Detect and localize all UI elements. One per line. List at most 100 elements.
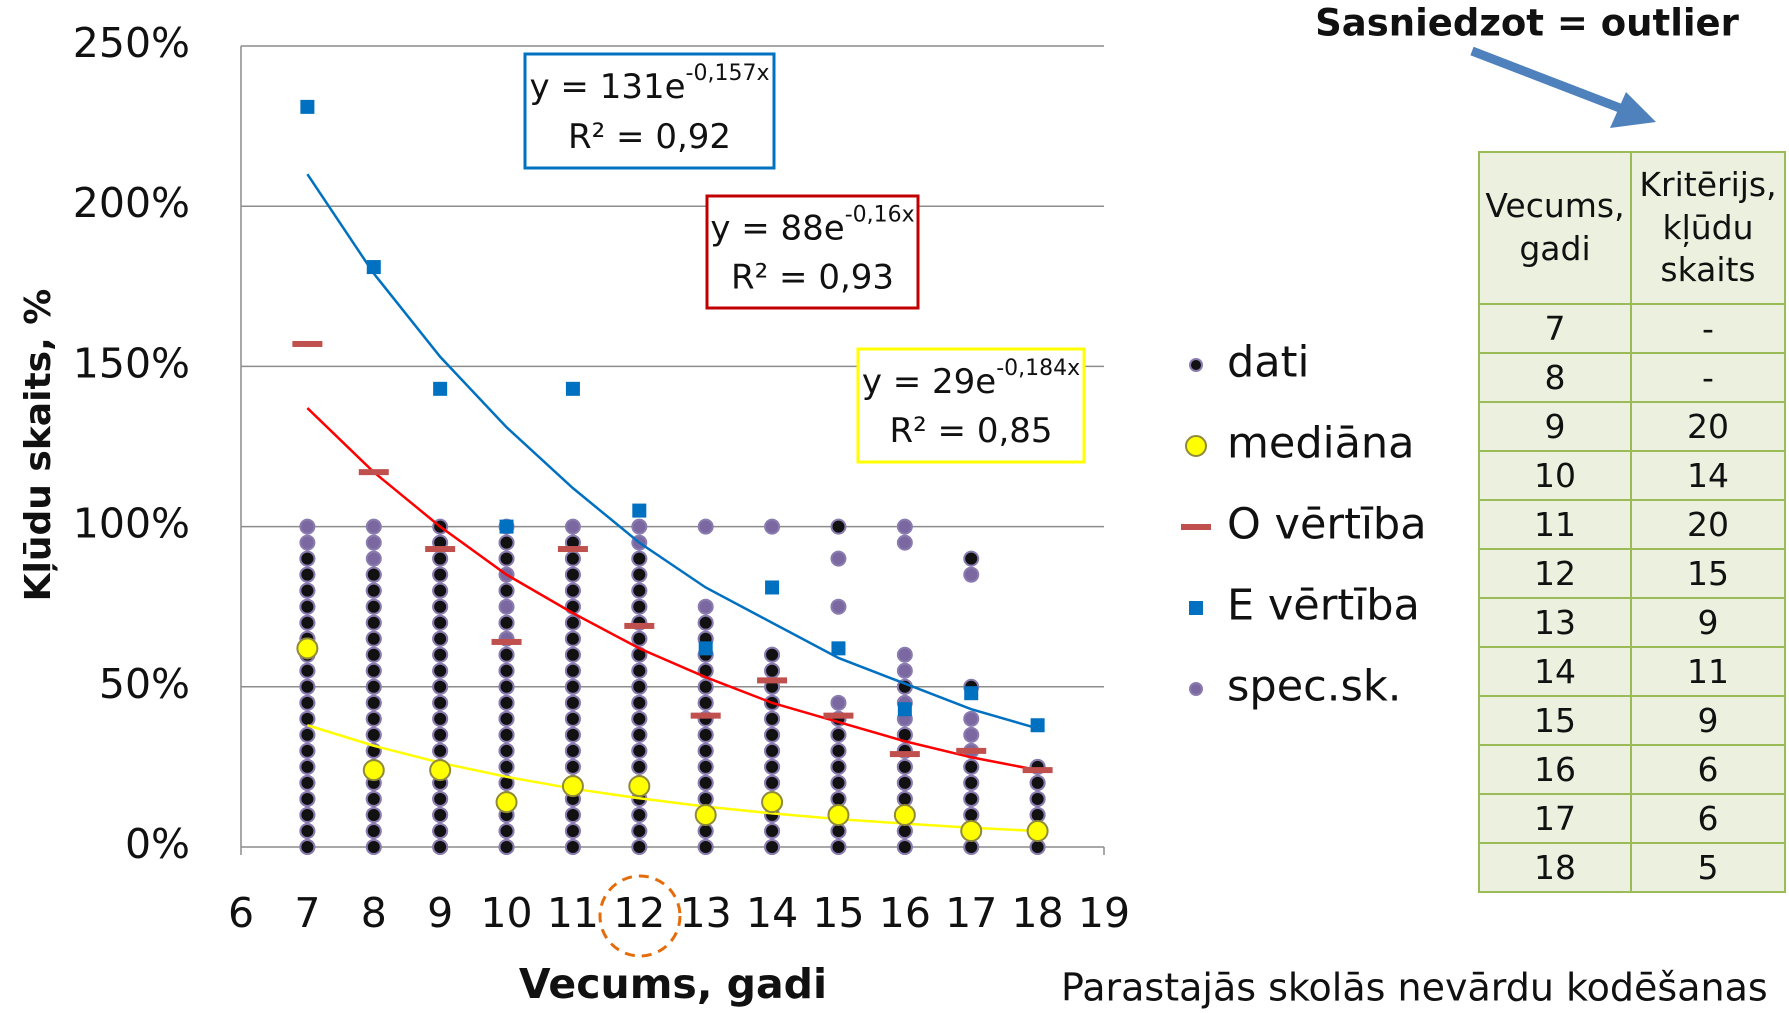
point — [557, 546, 588, 553]
x-tick-label: 13 — [680, 889, 732, 937]
point — [299, 550, 316, 567]
legend-label: O vērtība — [1227, 500, 1427, 550]
point — [495, 791, 518, 814]
point — [429, 759, 452, 782]
point — [432, 646, 449, 663]
point — [564, 822, 581, 839]
y-tick-label: 200% — [73, 179, 190, 227]
x-tick-label: 7 — [294, 889, 320, 937]
point — [764, 646, 781, 663]
highlight-circle — [598, 874, 682, 958]
point — [365, 646, 382, 663]
point — [896, 646, 913, 663]
point — [299, 534, 316, 551]
x-tick-label: 18 — [1012, 889, 1064, 937]
point — [631, 630, 648, 647]
point — [631, 518, 648, 535]
point — [498, 726, 515, 743]
trendline — [307, 724, 1038, 833]
point — [963, 726, 980, 743]
row: 7- — [1478, 303, 1786, 354]
equation-box — [523, 52, 776, 170]
row: 12 15 — [1478, 548, 1786, 599]
point — [956, 747, 987, 754]
point — [632, 503, 647, 518]
row: 13 9 — [1478, 597, 1786, 648]
row: 18 5 — [1478, 842, 1786, 893]
point — [432, 678, 449, 695]
arrow — [1470, 46, 1627, 115]
header-row: Vecums, gadi Kritērijs, kļūdu skaits — [1478, 151, 1786, 305]
point — [764, 839, 781, 855]
point — [498, 694, 515, 711]
point — [698, 641, 713, 656]
point — [299, 694, 316, 711]
point — [1022, 767, 1053, 774]
point — [896, 758, 913, 775]
point — [896, 822, 913, 839]
point — [299, 822, 316, 839]
point — [624, 622, 655, 629]
point — [432, 822, 449, 839]
legend-label: mediāna — [1227, 419, 1415, 469]
point — [564, 550, 581, 567]
point — [432, 726, 449, 743]
point — [564, 614, 581, 631]
point — [697, 598, 714, 615]
point — [365, 806, 382, 823]
equation-exponent: -0,184x — [996, 356, 1080, 381]
point — [365, 822, 382, 839]
point — [1029, 806, 1046, 823]
equation: y = 88e-0,16x — [710, 203, 914, 249]
point — [764, 726, 781, 743]
point — [564, 742, 581, 759]
point — [964, 686, 979, 701]
point — [830, 726, 847, 743]
point — [564, 710, 581, 727]
cell: 9 — [1630, 597, 1786, 648]
legend-label: spec.sk. — [1227, 662, 1401, 712]
row: 9 20 — [1478, 401, 1786, 452]
point — [432, 790, 449, 807]
equation-box — [856, 347, 1086, 464]
point — [299, 726, 316, 743]
point — [432, 694, 449, 711]
point — [432, 550, 449, 567]
point — [963, 774, 980, 791]
point — [299, 566, 316, 583]
point — [565, 381, 580, 396]
point — [827, 803, 850, 826]
point — [697, 839, 714, 855]
point — [631, 566, 648, 583]
point — [365, 630, 382, 647]
point — [764, 774, 781, 791]
x-axis-title: Vecums, gadi — [519, 960, 827, 1008]
cell: 17 — [1478, 793, 1632, 844]
point — [1181, 524, 1211, 530]
cell: 12 — [1478, 548, 1632, 599]
point — [830, 839, 847, 855]
point — [963, 806, 980, 823]
legend-label: dati — [1227, 338, 1309, 388]
row: 10 14 — [1478, 450, 1786, 501]
point — [299, 710, 316, 727]
point — [498, 534, 515, 551]
point — [561, 775, 584, 798]
point — [831, 641, 846, 656]
point — [498, 758, 515, 775]
point — [498, 662, 515, 679]
point — [1029, 790, 1046, 807]
point — [432, 582, 449, 599]
point — [365, 534, 382, 551]
r-squared: R² = 0,85 — [889, 411, 1052, 451]
cell: 20 — [1630, 401, 1786, 452]
point — [631, 806, 648, 823]
header-cell: Kritērijs, kļūdu skaits — [1630, 151, 1786, 305]
point — [365, 790, 382, 807]
point — [498, 822, 515, 839]
x-tick-label: 6 — [228, 889, 254, 937]
point — [631, 822, 648, 839]
x-tick-label: 15 — [812, 889, 864, 937]
point — [498, 646, 515, 663]
